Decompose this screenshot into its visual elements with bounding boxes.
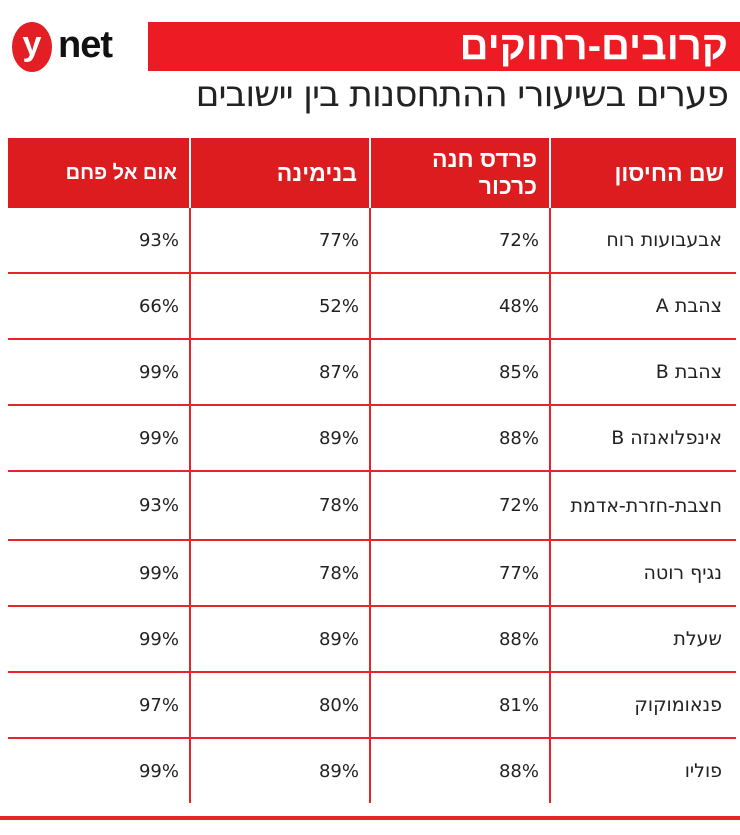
logo-circle: y	[12, 22, 52, 72]
value-umm-al-fahm: 66%	[8, 273, 190, 340]
value-binyamina: 89%	[189, 606, 370, 673]
subtitle: פערים בשיעורי ההתחסנות בין יישובים	[195, 74, 729, 115]
vaccine-name: פוליו	[549, 738, 736, 803]
table-row: צהבת B 85% 87% 99%	[8, 339, 736, 406]
value-pardes-hanna: 72%	[369, 471, 550, 541]
value-pardes-hanna: 88%	[369, 738, 550, 803]
table-row: חצבת-חזרת-אדמת 72% 78% 93%	[8, 471, 736, 541]
table-row: צהבת A 48% 52% 66%	[8, 273, 736, 340]
header-pardes-hanna: פרדס חנה כרכור	[369, 138, 550, 208]
header-vaccine: שם החיסון	[549, 138, 736, 208]
value-umm-al-fahm: 99%	[138, 760, 179, 782]
value-umm-al-fahm: 97%	[8, 672, 190, 739]
value-binyamina: 52%	[189, 273, 370, 340]
value-binyamina: 77%	[189, 208, 370, 274]
value-umm-al-fahm: 99%	[8, 606, 190, 673]
table-row: אבעבועות רוח 72% 77% 93%	[8, 208, 736, 274]
vaccination-table: שם החיסון פרדס חנה כרכור בנימינה אום אל …	[8, 138, 736, 803]
value-binyamina: 89%	[189, 405, 370, 472]
value-pardes-hanna: 88%	[369, 405, 550, 472]
value-umm-al-fahm: 99%	[8, 540, 190, 607]
header-umm-al-fahm: אום אל פחם	[8, 138, 190, 208]
value-pardes-hanna: 48%	[369, 273, 550, 340]
value-umm-al-fahm: 99%	[8, 339, 190, 406]
value-binyamina: 78%	[189, 540, 370, 607]
value-pardes-hanna: 72%	[369, 208, 550, 274]
page-title: קרובים-רחוקים	[459, 24, 728, 68]
vaccine-name: צהבת A	[549, 273, 736, 340]
value-binyamina: 78%	[189, 471, 370, 541]
value-umm-al-fahm: 93%	[8, 471, 190, 541]
value-binyamina: 89%	[189, 738, 370, 803]
value-pardes-hanna: 77%	[369, 540, 550, 607]
table-header-row: שם החיסון פרדס חנה כרכור בנימינה אום אל …	[8, 138, 736, 208]
value-pardes-hanna: 85%	[369, 339, 550, 406]
header-binyamina: בנימינה	[189, 138, 370, 208]
value-umm-al-fahm: 93%	[8, 208, 190, 274]
value-pardes-hanna: 88%	[369, 606, 550, 673]
vaccine-name: צהבת B	[549, 339, 736, 406]
value-binyamina: 87%	[189, 339, 370, 406]
table-row: נגיף רוטה 77% 78% 99%	[8, 540, 736, 607]
logo-word: net	[58, 24, 113, 66]
table-row: שעלת 88% 89% 99%	[8, 606, 736, 673]
table-row: פנאומוקוק 81% 80% 97%	[8, 672, 736, 739]
table-row: אינפלואנזה B 88% 89% 99%	[8, 405, 736, 472]
vaccine-name: פנאומוקוק	[549, 672, 736, 739]
vaccine-name: חצבת-חזרת-אדמת	[549, 471, 736, 541]
vaccine-name: שעלת	[549, 606, 736, 673]
vaccine-name: אינפלואנזה B	[549, 405, 736, 472]
title-bar: קרובים-רחוקים	[148, 22, 740, 71]
value-binyamina: 80%	[189, 672, 370, 739]
ynet-logo: y net	[12, 22, 148, 74]
value-pardes-hanna: 81%	[369, 672, 550, 739]
value-umm-al-fahm: 99%	[8, 405, 190, 472]
table-row: פוליו 88% 89% 99%	[8, 738, 736, 803]
vaccine-name: אבעבועות רוח	[549, 208, 736, 274]
bottom-divider	[0, 816, 740, 820]
vaccine-name: נגיף רוטה	[549, 540, 736, 607]
